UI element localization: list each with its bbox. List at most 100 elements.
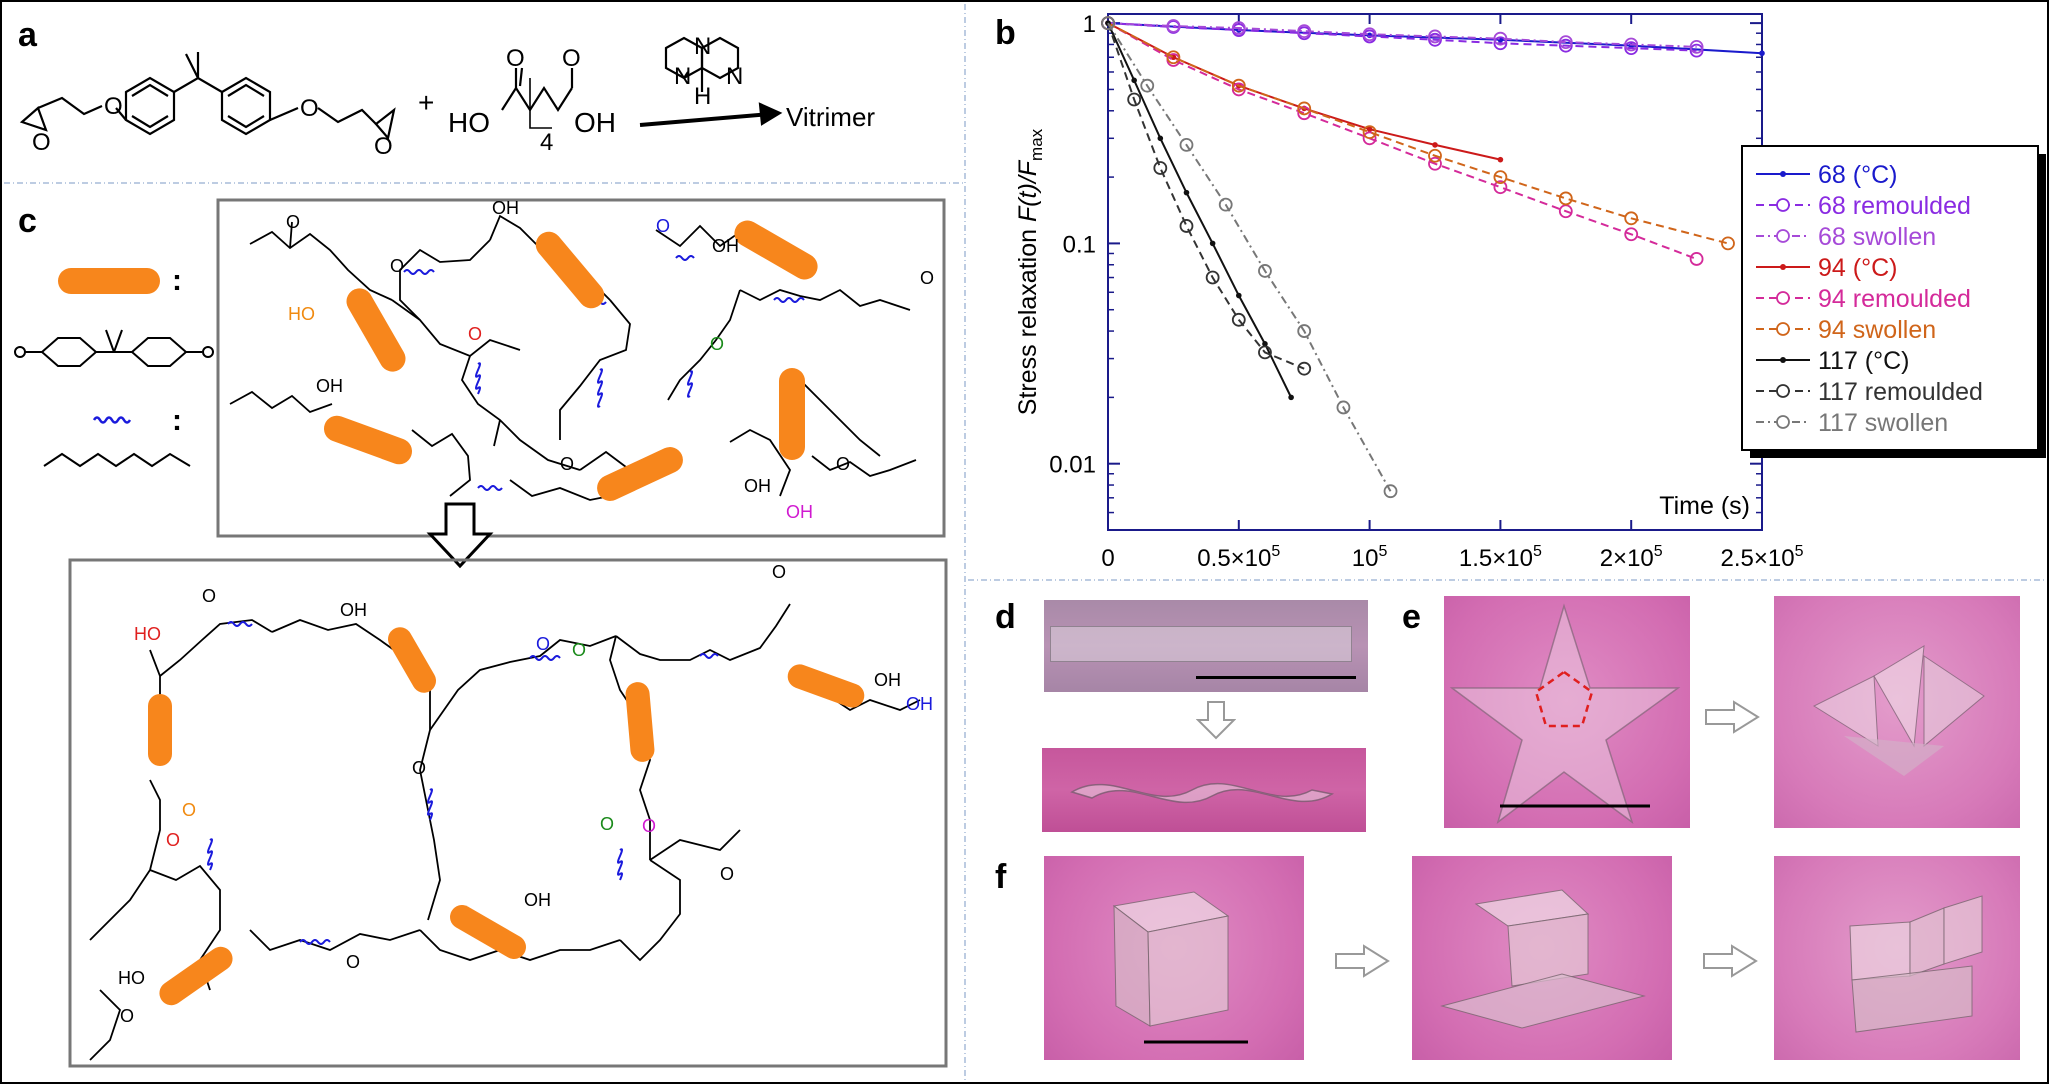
- ester-o-orange: O: [182, 800, 196, 820]
- epoxide-o-right: O: [374, 133, 393, 160]
- legend-entry: 68 swollen: [1818, 223, 1936, 251]
- carbonyl-label: O: [120, 1006, 134, 1026]
- carbonyl-label: O: [720, 864, 734, 884]
- photo-d-strip-twisted: [1042, 748, 1366, 832]
- data-point: [1101, 16, 1115, 31]
- carbonyl-label-green: O: [600, 814, 614, 834]
- data-point: [1428, 156, 1442, 171]
- legend-marker: [1776, 291, 1790, 305]
- series-3: [1105, 20, 1504, 163]
- epoxide-ring-left: [19, 106, 48, 132]
- bpa-block: [535, 231, 605, 309]
- data-point: [1297, 324, 1312, 338]
- data-point: [1153, 161, 1168, 175]
- benzene-ring-right: [220, 76, 272, 136]
- legend-entry: 94 remoulded: [1818, 285, 1971, 313]
- bpa-block: [734, 220, 818, 280]
- data-point: [1157, 135, 1164, 142]
- data-point: [1258, 264, 1272, 278]
- panel-label-f: f: [995, 858, 1007, 896]
- legend-marker: [1780, 171, 1786, 177]
- data-point: [1258, 345, 1272, 360]
- carbonyl-label: O: [920, 268, 934, 288]
- data-point: [1493, 170, 1508, 184]
- polymer-strip: [1050, 626, 1352, 662]
- data-point: [1558, 35, 1573, 50]
- data-point: [1493, 180, 1508, 195]
- carbonyl-label: O: [560, 454, 574, 474]
- series-line: [1107, 22, 1501, 161]
- carbonyl-label: O: [390, 256, 404, 276]
- data-point: [1721, 236, 1735, 251]
- hydroxyl-label: OH: [874, 670, 901, 690]
- y-tick-label: 0.1: [1063, 231, 1096, 258]
- hydroxyl-label: OH: [492, 198, 519, 218]
- acid-oh: OH: [574, 107, 616, 138]
- legend-marker: [1776, 384, 1790, 398]
- plot-frame: [1107, 13, 1763, 531]
- carbonyl-label: O: [202, 586, 216, 606]
- legend-entry: 94 (°C): [1818, 254, 1897, 282]
- legend-alkane-chain: [43, 452, 191, 468]
- x-tick-label: 2×105: [1600, 543, 1663, 572]
- transformation-arrow: [426, 502, 494, 569]
- data-point: [1231, 21, 1246, 35]
- folded-star: [1812, 645, 1985, 776]
- data-point: [1231, 82, 1246, 97]
- bpa-block: [148, 694, 172, 766]
- data-point: [1288, 394, 1294, 401]
- panel-label-b: b: [995, 14, 1016, 52]
- data-point: [1179, 219, 1194, 233]
- data-point: [1624, 227, 1639, 242]
- legend-entry: 117 (°C): [1818, 347, 1910, 375]
- benzene-ring-left: [124, 76, 176, 136]
- data-point: [1558, 191, 1573, 206]
- twisted-strip: [1070, 782, 1335, 804]
- hydroxyl-label-orange: HO: [288, 304, 315, 324]
- legend-bpa-block: [58, 268, 160, 294]
- data-point: [1689, 252, 1704, 266]
- plus-sign: +: [418, 87, 434, 118]
- data-point: [1336, 400, 1351, 415]
- hydroxyl-label-blue: OH: [906, 694, 933, 714]
- legend-colon-1: :: [172, 264, 182, 297]
- series-line: [1107, 22, 1305, 370]
- carbonyl-label-green: O: [710, 334, 724, 354]
- acid-ho: HO: [448, 107, 490, 138]
- x-tick-label: 0: [1101, 545, 1114, 572]
- arrow-d-down: [1196, 701, 1236, 740]
- legend-marker: [1776, 415, 1790, 429]
- bpa-block: [597, 447, 683, 501]
- hydroxyl-label: OH: [316, 376, 343, 396]
- hydroxyl-label: OH: [340, 600, 367, 620]
- data-point: [1183, 189, 1190, 196]
- photo-f-cube-unfolding: [1412, 856, 1672, 1060]
- photo-f-cube: [1044, 856, 1304, 1060]
- data-point: [1166, 50, 1181, 65]
- isopropylidene: [173, 52, 223, 93]
- bpa-block: [779, 368, 805, 460]
- data-point: [1231, 312, 1246, 327]
- legend-box: [1741, 145, 2039, 451]
- bpa-block: [388, 627, 436, 693]
- data-point: [1236, 292, 1242, 299]
- glycidyl-chain-right: [317, 107, 377, 125]
- data-point: [1131, 77, 1137, 84]
- data-point: [1493, 31, 1508, 46]
- data-point: [1497, 156, 1504, 163]
- hydroxyl-label: OH: [524, 890, 551, 910]
- legend-marker: [1780, 264, 1786, 270]
- series-2: [1101, 16, 1704, 54]
- tbd-n-right: N: [726, 63, 743, 90]
- network-before: OH OH HO OH OH OH O O O O O O O O: [229, 198, 934, 522]
- data-point: [1297, 361, 1312, 376]
- hydroxyl-label: OH: [712, 236, 739, 256]
- legend-marker: [1776, 322, 1790, 336]
- data-point: [1231, 78, 1246, 93]
- y-tick-label: 0.01: [1049, 452, 1096, 479]
- data-point: [1362, 27, 1377, 42]
- data-point: [1624, 41, 1639, 56]
- x-tick-label: 1.5×105: [1459, 543, 1542, 572]
